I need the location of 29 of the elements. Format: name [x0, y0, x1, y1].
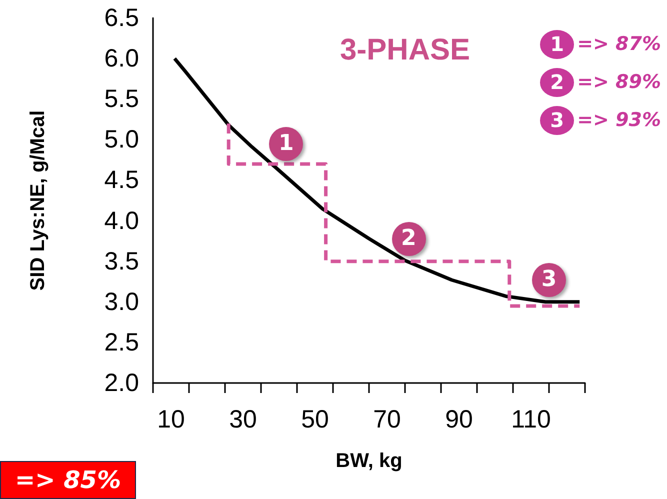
- text: => 85%: [0, 461, 136, 499]
- x-tick-label: 70: [373, 406, 401, 434]
- y-tick-label: 5.5: [104, 85, 139, 114]
- x-tick-label: 90: [445, 406, 473, 434]
- annotation: 3: [540, 106, 574, 135]
- annotation: 1: [540, 30, 574, 59]
- y-tick-label: 2.0: [104, 369, 139, 397]
- y-tick-label: 3.5: [104, 247, 139, 276]
- annotation: => 89%: [577, 71, 661, 94]
- y-tick-label: 3.0: [104, 288, 139, 316]
- y-axis-title: SID Lys:NE, g/Mcal: [27, 110, 49, 291]
- x-tick-label: 30: [229, 406, 257, 434]
- text: 3-PHASE: [340, 34, 470, 66]
- y-tick-label: 2.5: [104, 328, 139, 356]
- annotation: 2: [392, 222, 426, 256]
- y-tick-label: 4.0: [104, 206, 139, 235]
- annotation: => 87%: [577, 33, 661, 56]
- x-tick-label: 10: [157, 406, 185, 434]
- y-tick-label: 6.0: [104, 44, 139, 73]
- x-axis-title: BW, kg: [336, 450, 402, 472]
- x-tick-label: 50: [301, 406, 329, 434]
- y-tick-label: 6.5: [104, 4, 139, 32]
- y-tick-label: 4.5: [104, 166, 139, 194]
- annotation: => 93%: [577, 109, 661, 132]
- annotation: 2: [540, 68, 574, 97]
- x-tick-label: 110: [511, 406, 551, 434]
- annotation: 3: [532, 262, 566, 297]
- annotation: 1: [269, 126, 304, 161]
- y-tick-label: 5.0: [104, 126, 139, 154]
